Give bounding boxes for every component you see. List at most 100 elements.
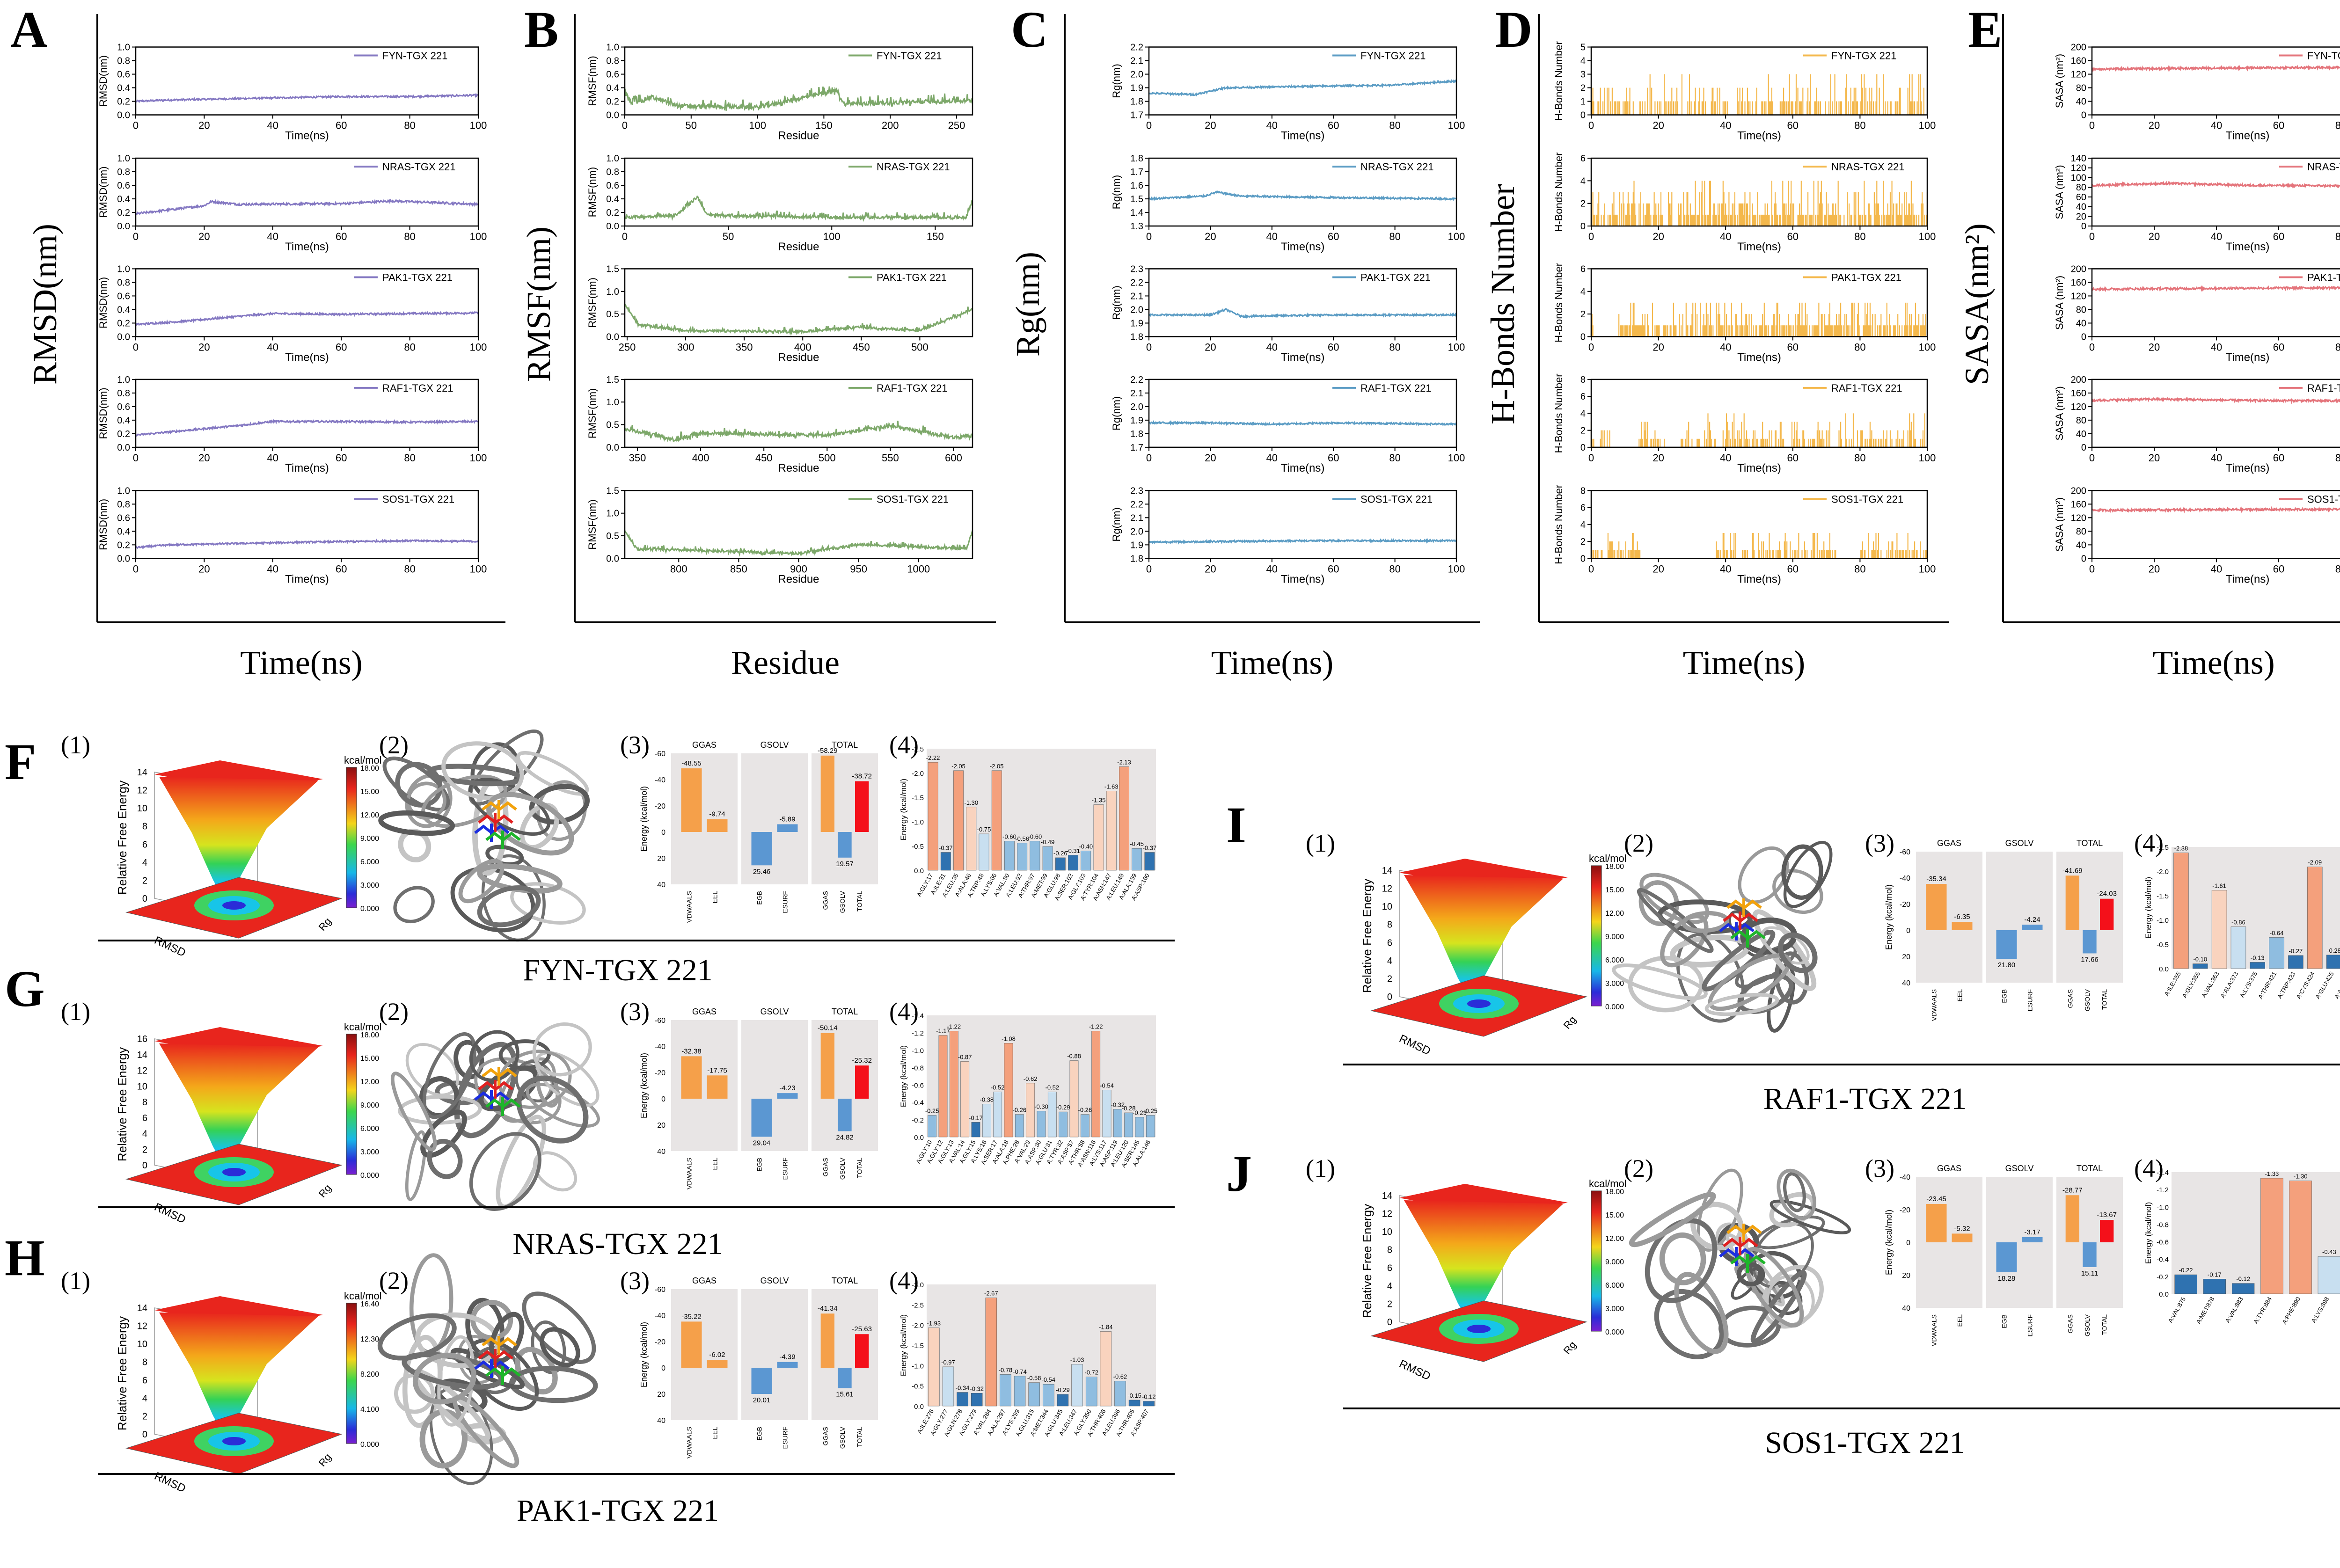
bar-value-label: -0.62 — [1024, 1075, 1038, 1082]
y-tick-label: 0.2 — [606, 97, 619, 107]
bar-value-label: -1.03 — [1070, 1357, 1084, 1364]
fel-ztick: 16 — [137, 1034, 147, 1044]
y-tick-label: 20 — [1902, 953, 1910, 961]
colorbar-tick: 3.000 — [360, 882, 379, 890]
residue-bar — [1146, 1115, 1155, 1138]
axis-xlabel: Time(ns) — [285, 130, 329, 142]
plot-background — [927, 749, 1156, 870]
energy-bar — [838, 832, 852, 858]
fel-ztick: 12 — [137, 1321, 147, 1332]
fel-ztick: 6 — [142, 1113, 147, 1123]
y-tick-label: 0.0 — [914, 867, 924, 875]
y-tick-label: 2.3 — [1130, 264, 1143, 274]
y-tick-label: 200 — [2071, 375, 2086, 385]
x-tick-label: 60 — [336, 563, 347, 575]
series-line — [2091, 396, 2340, 404]
axes-box — [2091, 379, 2340, 448]
y-tick-label: 0.0 — [117, 221, 130, 232]
x-tick-label: 60 — [1787, 341, 1799, 353]
ribbon — [535, 1051, 600, 1107]
legend-label: SOS1-TGX 221 — [1831, 493, 1903, 505]
x-tick-label: 450 — [853, 341, 870, 353]
colorbar-unit: kcal/mol — [344, 1290, 382, 1302]
axes-box — [624, 46, 973, 116]
y-tick-label: 1.0 — [117, 375, 130, 385]
colorbar-tick: 9.000 — [360, 1101, 379, 1109]
energy-bar — [1996, 1242, 2017, 1272]
ribbon — [1645, 1218, 1718, 1303]
colorbar-tick: 12.30 — [360, 1335, 379, 1343]
colorbar — [346, 767, 357, 908]
residue-bar — [1091, 1031, 1101, 1138]
x-tick-label: 100 — [1448, 341, 1465, 353]
axis-ylabel: Rg(nm) — [1111, 175, 1122, 209]
fel-contour — [222, 1437, 246, 1445]
axis-ylabel: H-Bonds Number — [1553, 373, 1565, 453]
energy-bar — [707, 1360, 728, 1368]
sub-label: (1) — [61, 998, 90, 1026]
colorbar-tick: 6.000 — [1605, 956, 1624, 964]
x-tick-label: 20 — [1205, 452, 1216, 464]
bar-value-label: -4.39 — [779, 1353, 795, 1361]
facet-background — [741, 1289, 808, 1420]
y-tick-label: -40 — [655, 1312, 665, 1320]
y-tick-label: 80 — [2076, 182, 2086, 193]
energy-bar — [1952, 1233, 1973, 1242]
residue-bar — [993, 1092, 1002, 1138]
colorbar-tick: 15.00 — [360, 788, 379, 796]
y-tick-label: 4 — [1580, 176, 1586, 186]
axes-box — [1148, 268, 1457, 337]
y-tick-label: 1.5 — [606, 375, 619, 385]
y-tick-label: 0.2 — [117, 540, 130, 550]
y-tick-label: 4 — [1580, 56, 1586, 66]
bar-value-label: -0.78 — [999, 1366, 1013, 1373]
legend-label: FYN-TGX 221 — [2307, 50, 2340, 62]
subplot: 0 50 100 150 0.0 0.2 0.4 0.6 0.8 1.0 Residue RMSF(n… — [586, 153, 973, 253]
residue-bar — [928, 1327, 940, 1407]
residue-label: A:ILE:355 — [2163, 970, 2182, 997]
legend-label: NRAS-TGX 221 — [1360, 161, 1434, 173]
residue-label: A:TRP:423 — [2276, 970, 2297, 1000]
y-tick-label: 200 — [2071, 264, 2086, 274]
y-tick-label: 0 — [1580, 221, 1586, 232]
axis-xlabel: Residue — [778, 351, 819, 364]
y-tick-label: 6 — [1580, 153, 1586, 164]
residue-bar — [1037, 1110, 1046, 1138]
x-tick-label: 80 — [1389, 341, 1400, 353]
panel-letter: C — [1011, 1, 1048, 58]
protein-ribbon-icon — [390, 1022, 600, 1211]
y-tick-label: 2 — [1580, 199, 1586, 209]
category-label: GSOLV — [839, 1157, 846, 1180]
colorbar-unit: kcal/mol — [344, 1021, 382, 1033]
bar-value-label: -32.38 — [681, 1047, 702, 1055]
x-tick-label: 40 — [267, 120, 278, 131]
series-line — [1148, 308, 1457, 319]
colorbar-tick: 12.00 — [1605, 1235, 1624, 1243]
bar-value-label: -0.25 — [1144, 1108, 1158, 1115]
bar-value-label: -0.30 — [1034, 1103, 1048, 1110]
energy-components-chart: GGAS GSOLV TOTAL -60 -40 -20 0 20 40 Energy (kcal… — [1884, 839, 2123, 1021]
complex-F: F (1) (2) (3) (4) 0 2 4 6 8 10 12 14 Relative Free En… — [5, 729, 1175, 987]
x-tick-label: 80 — [1389, 452, 1400, 464]
category-label: GGAS — [2066, 1314, 2074, 1333]
colorbar-tick: 18.00 — [1605, 863, 1624, 871]
x-tick-label: 60 — [1787, 452, 1799, 464]
legend-label: RAF1-TGX 221 — [877, 382, 948, 394]
y-tick-label: 0.4 — [117, 194, 130, 204]
y-tick-label: -20 — [655, 1069, 665, 1077]
bar-value-label: -2.09 — [2308, 859, 2322, 866]
fel-ztick: 2 — [142, 1411, 147, 1422]
ligand — [1730, 929, 1766, 948]
y-tick-label: 0 — [2081, 110, 2086, 121]
facet-background — [671, 1289, 738, 1420]
axis-ylabel: H-Bonds Number — [1553, 153, 1565, 232]
ligand — [482, 1336, 517, 1355]
x-tick-label: 100 — [1919, 231, 1936, 242]
y-tick-label: 0.6 — [117, 402, 130, 412]
ribbon — [526, 1082, 600, 1128]
fel-rg-label: Rg — [316, 1451, 334, 1469]
ribbon — [1743, 1247, 1804, 1328]
series-line — [2091, 284, 2340, 292]
y-tick-label: 2.2 — [1130, 277, 1143, 288]
bar-value-label: -58.29 — [818, 747, 838, 755]
